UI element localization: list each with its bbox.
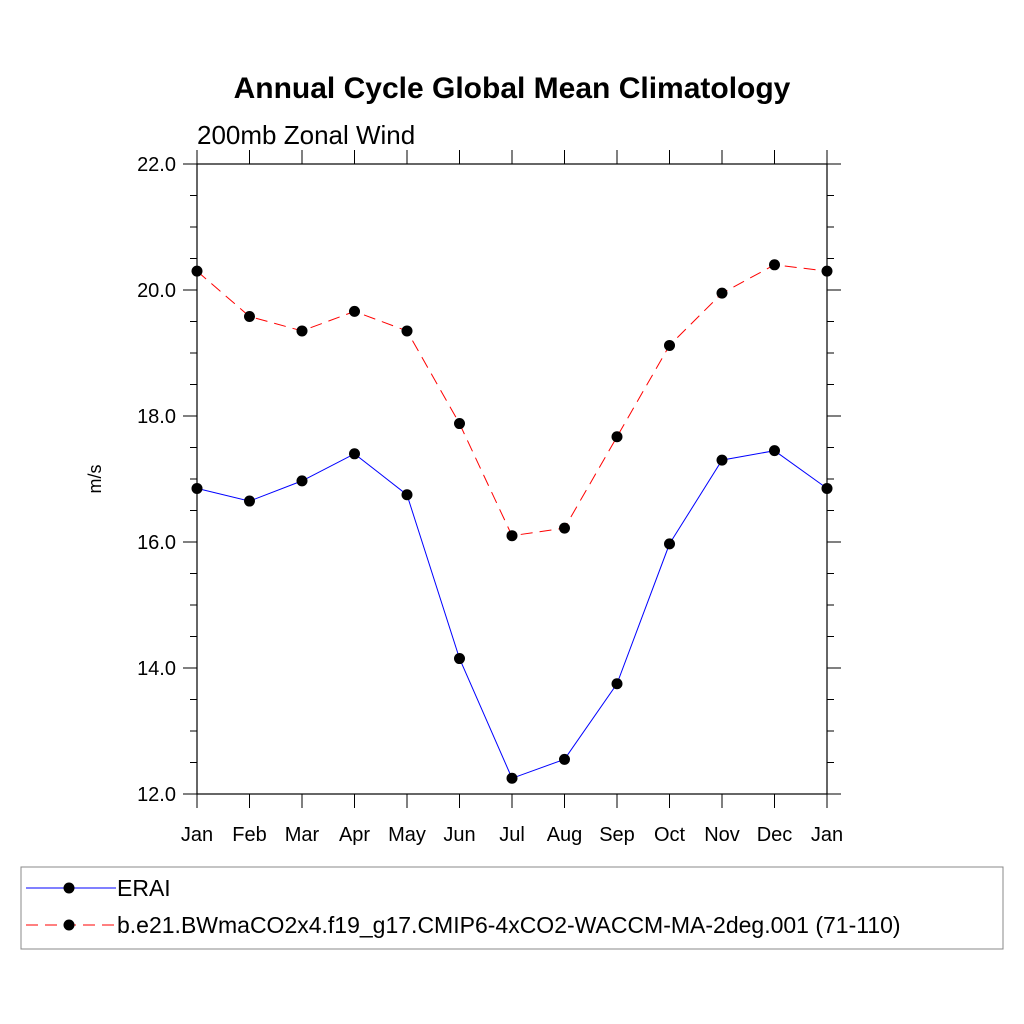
x-tick-label: Sep: [599, 824, 635, 846]
series-1-point: [769, 445, 780, 457]
series-2-point: [296, 325, 308, 337]
y-tick-label: 12.0: [137, 784, 176, 806]
chart-subtitle: 200mb Zonal Wind: [197, 120, 415, 150]
x-tick-label: Oct: [654, 824, 686, 846]
series-layer: [191, 259, 833, 784]
x-tick-label: Jul: [499, 824, 525, 846]
series-1-point: [401, 489, 413, 501]
series-2-point: [716, 287, 728, 299]
x-tick-label: Nov: [704, 824, 740, 846]
y-tick-labels: 12.0 14.0 16.0 18.0 20.0 22.0: [137, 154, 176, 806]
x-tick-label: Dec: [757, 824, 793, 846]
y-tick-label: 20.0: [137, 280, 176, 302]
series-1-point: [454, 653, 465, 665]
plot-frame: [196, 163, 828, 795]
legend-marker-2: [63, 919, 75, 931]
series-1-point: [716, 454, 728, 466]
y-tick-label: 22.0: [137, 154, 176, 176]
legend-box: [20, 866, 1004, 950]
x-tick-label: Feb: [232, 824, 266, 846]
series-1-point: [559, 753, 570, 765]
series-1-point: [296, 475, 308, 487]
chart-title: Annual Cycle Global Mean Climatology: [234, 72, 791, 105]
series-2-point: [401, 325, 413, 337]
y-tick-label: 18.0: [137, 406, 176, 428]
x-tick-label: Aug: [547, 824, 583, 846]
series-1-point: [821, 482, 833, 494]
series-line-1: [196, 450, 828, 779]
series-2-point: [821, 265, 833, 277]
series-2-point: [506, 530, 518, 542]
series-2-point: [559, 522, 570, 534]
x-tick-label: May: [388, 824, 426, 846]
legend: ERAI b.e21.BWmaCO2x4.f19_g17.CMIP6-4xCO2-…: [26, 875, 901, 938]
series-2-point: [191, 265, 203, 277]
axis-ticks: [183, 150, 841, 808]
series-2-point: [454, 418, 465, 430]
series-line-2: [196, 264, 828, 537]
x-tick-label: Jan: [181, 824, 213, 846]
series-1-point: [506, 772, 518, 784]
legend-marker-1: [63, 882, 75, 894]
series-1-point: [664, 538, 675, 550]
series-1-point: [349, 448, 360, 460]
series-2-point: [664, 339, 675, 351]
series-1-point: [191, 482, 203, 494]
y-tick-label: 16.0: [137, 532, 176, 554]
series-1-point: [611, 678, 623, 690]
series-2-point: [611, 431, 623, 443]
series-2-point: [769, 259, 780, 271]
x-tick-label: Jan: [811, 824, 843, 846]
y-axis-label: m/s: [85, 465, 105, 494]
x-tick-label: Mar: [285, 824, 320, 846]
series-1-point: [244, 495, 255, 507]
y-tick-label: 14.0: [137, 658, 176, 680]
legend-label-1: ERAI: [117, 875, 171, 901]
x-tick-label: Apr: [339, 824, 370, 846]
x-tick-labels: Jan Feb Mar Apr May Jun Jul Aug Sep Oct Nov Dec Jan: [181, 824, 843, 846]
series-2-point: [349, 305, 360, 317]
legend-label-2: b.e21.BWmaCO2x4.f19_g17.CMIP6-4xCO2-WACC…: [117, 912, 901, 938]
x-tick-label: Jun: [443, 824, 475, 846]
series-2-point: [244, 310, 255, 322]
